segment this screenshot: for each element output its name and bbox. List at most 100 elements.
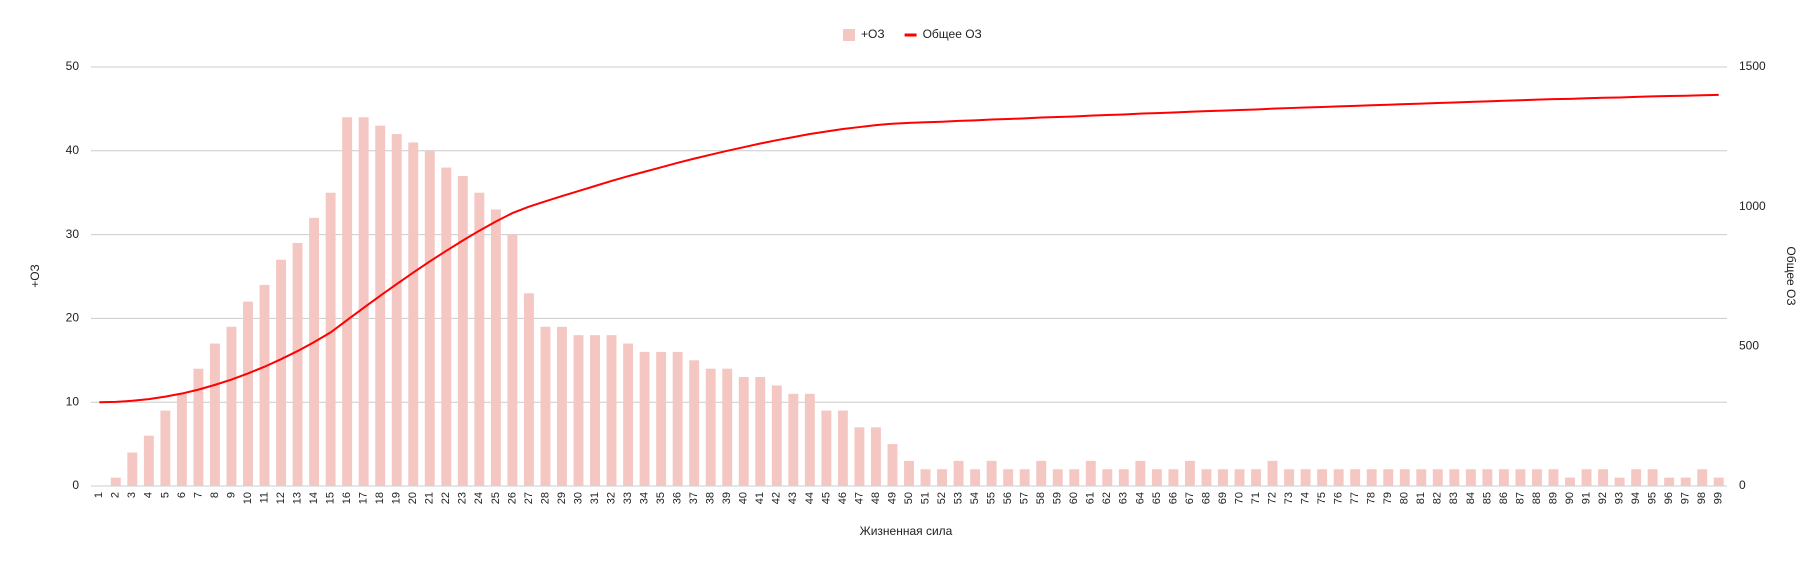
bar: [1498, 469, 1509, 486]
x-tick-label: 98: [1696, 492, 1708, 504]
bar: [1383, 469, 1394, 486]
bar: [986, 460, 997, 486]
bar: [1036, 460, 1047, 486]
bar: [259, 284, 270, 486]
bar: [408, 142, 419, 487]
x-tick-label: 32: [605, 492, 617, 504]
x-tick-label: 30: [572, 492, 584, 504]
bar: [490, 209, 501, 486]
bar: [1631, 469, 1642, 486]
bar: [1201, 469, 1212, 486]
bar: [176, 393, 187, 486]
x-tick-label: 73: [1283, 492, 1295, 504]
x-tick-label: 48: [870, 492, 882, 504]
bar: [623, 343, 634, 486]
x-tick-label: 54: [969, 492, 981, 504]
x-tick-label: 23: [457, 492, 469, 504]
x-tick-label: 27: [523, 492, 535, 504]
x-tick-label: 75: [1316, 492, 1328, 504]
bar: [887, 444, 898, 486]
y2-tick-label: 500: [1739, 339, 1759, 353]
x-tick-label: 5: [159, 492, 171, 498]
bar: [309, 217, 320, 486]
bar: [1713, 477, 1724, 486]
bar: [160, 410, 171, 486]
x-tick-label: 99: [1713, 492, 1725, 504]
x-tick-label: 43: [787, 492, 799, 504]
bar: [705, 368, 716, 486]
bar: [474, 192, 485, 486]
y-axis-title: +ОЗ: [28, 264, 42, 288]
x-tick-label: 74: [1300, 492, 1312, 504]
y-tick-label: 50: [66, 59, 80, 73]
y2-tick-label: 1500: [1739, 59, 1766, 73]
x-tick-label: 25: [490, 492, 502, 504]
y-tick-label: 0: [72, 478, 79, 492]
x-tick-label: 39: [721, 492, 733, 504]
bar: [1614, 477, 1625, 486]
x-tick-label: 12: [275, 492, 287, 504]
bar: [1052, 469, 1063, 486]
x-tick-label: 49: [886, 492, 898, 504]
bar: [1102, 469, 1113, 486]
x-tick-label: 7: [192, 492, 204, 498]
bar: [1234, 469, 1245, 486]
x-tick-label: 66: [1167, 492, 1179, 504]
bar: [656, 351, 667, 486]
x-tick-label: 82: [1432, 492, 1444, 504]
bar: [1416, 469, 1427, 486]
bar: [771, 385, 782, 486]
x-tick-label: 76: [1333, 492, 1345, 504]
x-tick-label: 4: [143, 492, 155, 498]
x-tick-label: 50: [903, 492, 915, 504]
x-tick-label: 70: [1233, 492, 1245, 504]
bar: [1019, 469, 1030, 486]
bar: [507, 234, 518, 486]
bar: [1664, 477, 1675, 486]
legend-label: Общее ОЗ: [923, 27, 982, 41]
x-tick-label: 34: [639, 492, 651, 504]
bar: [557, 326, 567, 486]
bar: [788, 393, 799, 486]
legend-label: +ОЗ: [861, 27, 885, 41]
x-tick-label: 78: [1366, 492, 1378, 504]
y-tick-label: 10: [66, 394, 80, 408]
x-tick-label: 42: [771, 492, 783, 504]
x-tick-label: 40: [738, 492, 750, 504]
bar: [243, 301, 253, 486]
y-tick-label: 40: [66, 143, 80, 157]
x-tick-label: 68: [1200, 492, 1212, 504]
x-tick-label: 84: [1465, 492, 1477, 504]
x-tick-label: 53: [952, 492, 964, 504]
bar: [342, 117, 353, 486]
x-tick-label: 81: [1415, 492, 1427, 504]
x-tick-label: 77: [1349, 492, 1361, 504]
bar: [953, 460, 964, 486]
x-tick-label: 61: [1085, 492, 1097, 504]
bar: [226, 326, 237, 486]
x-tick-label: 19: [391, 492, 403, 504]
bar: [457, 175, 468, 486]
x-tick-label: 59: [1052, 492, 1064, 504]
x-tick-label: 80: [1399, 492, 1411, 504]
x-tick-label: 51: [919, 492, 931, 504]
x-tick-label: 89: [1547, 492, 1559, 504]
bar: [755, 377, 766, 486]
bar: [276, 259, 286, 486]
bar: [1515, 469, 1526, 486]
x-tick-label: 14: [308, 492, 320, 504]
x-tick-label: 86: [1498, 492, 1510, 504]
x-tick-label: 37: [688, 492, 700, 504]
bar: [854, 427, 865, 486]
x-tick-label: 38: [705, 492, 717, 504]
bar: [1482, 469, 1493, 486]
bar: [540, 326, 551, 486]
x-tick-label: 52: [936, 492, 948, 504]
x-tick-label: 8: [209, 492, 221, 498]
x-tick-label: 94: [1630, 492, 1642, 504]
bar: [523, 293, 534, 486]
x-tick-label: 22: [440, 492, 452, 504]
x-tick-label: 13: [291, 492, 303, 504]
bar: [689, 360, 700, 486]
